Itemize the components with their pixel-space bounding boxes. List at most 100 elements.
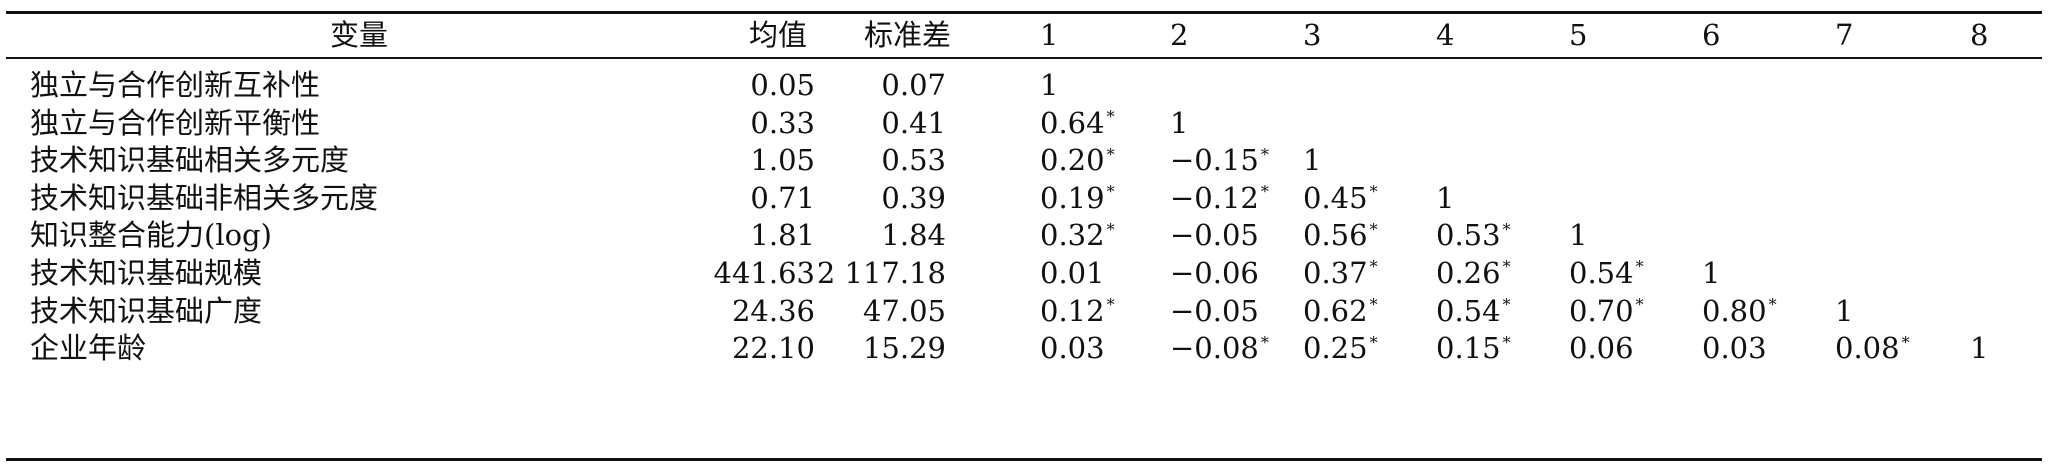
row-mean: 0.05 [750, 68, 815, 102]
significance-mark: * [1260, 182, 1269, 202]
header-mean: 均值 [749, 18, 808, 52]
corr-cell: 0.62 * [1303, 292, 1378, 330]
header-col-7: 7 [1835, 18, 1854, 52]
row-mean: 1.81 [750, 218, 815, 253]
corr-value: −0.05 [1170, 218, 1259, 253]
row-sd: 0.53 [881, 143, 946, 178]
corr-cell: 0.56 * [1303, 216, 1378, 254]
corr-cell: 1 [1170, 104, 1190, 142]
corr-value: 0.01 [1040, 256, 1105, 290]
significance-mark: * [1901, 332, 1910, 352]
significance-mark: * [1369, 332, 1378, 352]
significance-mark: * [1502, 332, 1511, 352]
header-col-5: 5 [1569, 18, 1588, 52]
table-top-rule [6, 11, 2042, 14]
corr-cell: −0.08 * [1170, 329, 1269, 367]
corr-value: 1 [1436, 180, 1455, 215]
corr-cell: −0.05 [1170, 216, 1261, 254]
corr-cell: 0.01 [1040, 254, 1107, 292]
corr-cell: 0.25 * [1303, 329, 1378, 367]
corr-cell: 0.45 * [1303, 179, 1378, 217]
corr-value: 0.64 [1040, 105, 1105, 140]
corr-value: 0.03 [1702, 331, 1767, 366]
significance-mark: * [1106, 294, 1115, 314]
corr-cell: 0.12 * [1040, 292, 1115, 330]
header-col-1: 1 [1040, 18, 1059, 52]
corr-value: 1 [1040, 68, 1059, 102]
corr-cell: −0.06 [1170, 254, 1261, 292]
significance-mark: * [1106, 219, 1115, 239]
table-bottom-rule [6, 458, 2042, 461]
row-mean: 1.05 [750, 143, 815, 178]
significance-mark: * [1260, 144, 1269, 164]
row-mean: 0.33 [750, 105, 815, 140]
header-sd: 标准差 [864, 18, 952, 52]
corr-value: 0.54 [1569, 256, 1634, 290]
corr-cell: 0.32 * [1040, 216, 1115, 254]
corr-value: 0.70 [1569, 293, 1634, 328]
row-sd: 47.05 [862, 293, 946, 328]
corr-cell: 1 [1970, 329, 1990, 367]
significance-mark: * [1369, 257, 1378, 277]
corr-cell: 0.26 * [1436, 254, 1511, 292]
corr-cell: 0.64 * [1040, 104, 1115, 142]
corr-value: 0.15 [1436, 331, 1501, 366]
corr-cell: 0.15 * [1436, 329, 1511, 367]
row-label: 技术知识基础非相关多元度 [30, 180, 379, 215]
row-mean: 24.36 [731, 293, 815, 328]
significance-mark: * [1635, 257, 1644, 277]
corr-value: 0.03 [1040, 331, 1105, 366]
corr-value: 0.32 [1040, 218, 1105, 253]
corr-value: 0.54 [1436, 293, 1501, 328]
row-label: 独立与合作创新互补性 [30, 68, 321, 102]
row-label: 技术知识基础相关多元度 [30, 143, 350, 178]
corr-value: −0.12 [1170, 180, 1259, 215]
corr-cell: 1 [1303, 141, 1323, 179]
corr-value: −0.05 [1170, 293, 1259, 328]
row-sd: 0.07 [881, 68, 946, 102]
corr-value: 1 [1170, 105, 1189, 140]
significance-mark: * [1369, 294, 1378, 314]
significance-mark: * [1502, 257, 1511, 277]
significance-mark: * [1106, 144, 1115, 164]
corr-cell: 0.03 [1702, 329, 1769, 367]
row-sd: 0.41 [881, 105, 946, 140]
header-col-6: 6 [1702, 18, 1721, 52]
corr-cell: 0.54 * [1436, 292, 1511, 330]
row-label: 技术知识基础广度 [30, 293, 263, 328]
corr-value: 0.19 [1040, 180, 1105, 215]
corr-cell: 0.37 * [1303, 254, 1378, 292]
corr-value: 0.37 [1303, 256, 1368, 290]
corr-cell: 1 [1569, 216, 1589, 254]
corr-value: 0.26 [1436, 256, 1501, 290]
corr-cell: 0.53 * [1436, 216, 1511, 254]
corr-value: −0.08 [1170, 331, 1259, 366]
corr-cell: 0.80 * [1702, 292, 1777, 330]
header-col-8: 8 [1970, 18, 1989, 52]
corr-value: 0.25 [1303, 331, 1368, 366]
corr-cell: 1 [1436, 179, 1456, 217]
corr-value: 1 [1702, 256, 1721, 290]
corr-value: −0.06 [1170, 256, 1259, 290]
corr-cell: −0.05 [1170, 292, 1261, 330]
corr-value: 1 [1970, 331, 1989, 366]
corr-cell: 0.06 [1569, 329, 1636, 367]
corr-cell: 0.70 * [1569, 292, 1644, 330]
header-variable: 变量 [330, 18, 389, 52]
header-col-2: 2 [1170, 18, 1189, 52]
row-sd: 15.29 [862, 331, 946, 366]
corr-value: −0.15 [1170, 143, 1259, 178]
corr-cell: 0.03 [1040, 329, 1107, 367]
corr-value: 1 [1835, 293, 1854, 328]
significance-mark: * [1635, 294, 1644, 314]
corr-value: 1 [1303, 143, 1322, 178]
significance-mark: * [1106, 106, 1115, 126]
row-label: 独立与合作创新平衡性 [30, 105, 321, 140]
significance-mark: * [1768, 294, 1777, 314]
corr-cell: −0.12 * [1170, 179, 1269, 217]
significance-mark: * [1260, 332, 1269, 352]
corr-cell: 0.20 * [1040, 141, 1115, 179]
row-mean: 441.63 [713, 256, 815, 290]
corr-value: 0.45 [1303, 180, 1368, 215]
corr-value: 0.56 [1303, 218, 1368, 253]
